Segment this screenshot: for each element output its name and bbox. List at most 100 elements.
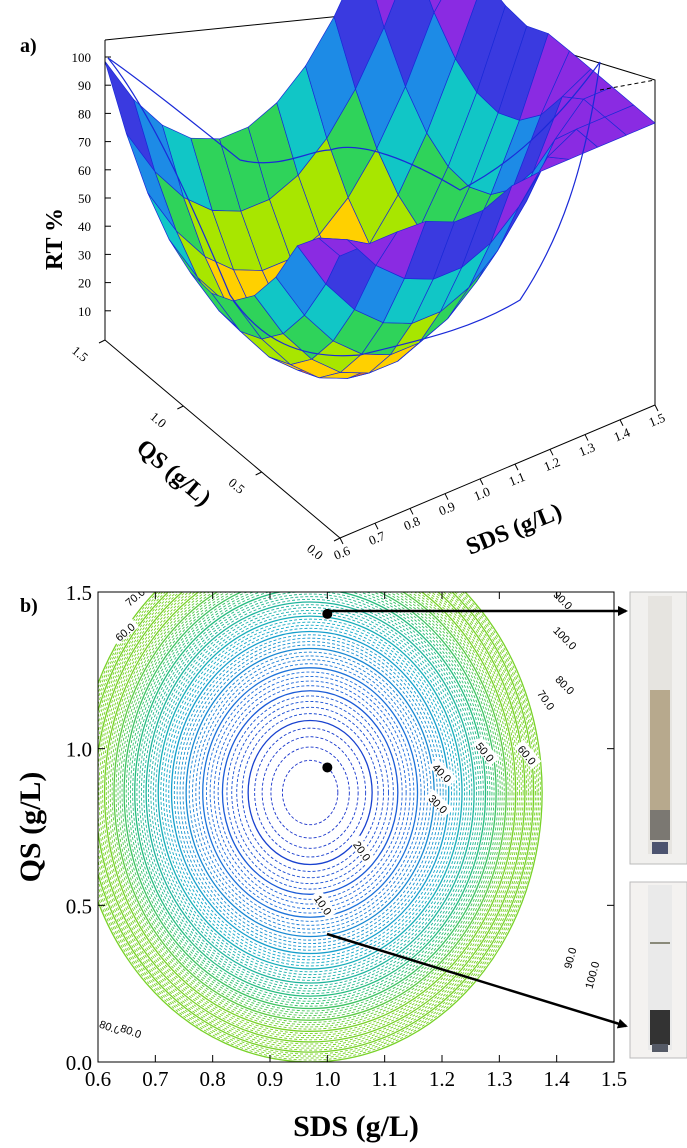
sds-tick-label-3d: 0.9 <box>437 498 458 518</box>
contour-line-minor <box>236 706 384 879</box>
sds-tick-label: 1.1 <box>372 1067 398 1091</box>
sample-point <box>322 762 333 773</box>
surface-patch <box>604 104 656 136</box>
sds-tick-3d <box>374 522 379 530</box>
surface-outline <box>107 57 601 357</box>
sds-tick-label: 1.4 <box>544 1067 571 1091</box>
sample-points <box>322 608 333 773</box>
z-tick-label: 20 <box>78 276 91 291</box>
contour-line-minor <box>98 592 522 1039</box>
sds-tick-label: 0.6 <box>85 1067 111 1091</box>
sds-tick-label: 0.8 <box>200 1067 226 1091</box>
contour-label-bg <box>514 739 542 769</box>
contour-line-minor <box>98 592 528 1045</box>
sds-tick-3d <box>584 434 589 441</box>
z-axis-title: RT % <box>42 208 68 270</box>
sds-tick-3d <box>619 419 624 427</box>
contour-line-minor <box>150 607 470 978</box>
contour-line-minor <box>107 592 513 1028</box>
photo-tube-top <box>629 591 687 865</box>
contour-line-minor <box>231 700 389 885</box>
contour-line-minor <box>176 637 444 948</box>
contour-line-minor <box>143 598 477 987</box>
contour-line-major <box>247 719 373 866</box>
sds-tick-label: 1.2 <box>429 1067 455 1091</box>
contour-line-major <box>134 592 487 997</box>
contour-line-minor <box>209 675 411 910</box>
contour-line-major <box>98 592 526 1043</box>
z-tick-label: 60 <box>78 163 91 178</box>
z-tick-label: 70 <box>78 135 91 150</box>
contour-line-minor <box>195 659 425 926</box>
qs-tick-label: 1.5 <box>66 581 92 605</box>
contour-line-minor <box>125 592 495 1007</box>
contour-line-minor <box>136 592 484 995</box>
sds-tick-label-3d: 0.7 <box>367 528 388 548</box>
sds-tick-label-3d: 1.4 <box>612 424 633 444</box>
qs-tick-label: 0.0 <box>66 1051 92 1075</box>
contour-line-minor <box>98 592 531 1049</box>
sds-tick-label-3d: 1.5 <box>647 410 668 430</box>
contour-line-minor <box>192 655 429 930</box>
sds-tick-label-3d: 0.8 <box>402 513 423 533</box>
sds-tick-3d <box>339 537 344 545</box>
sds-tick-label: 1.3 <box>486 1067 512 1091</box>
contour-line-minor <box>205 671 415 914</box>
contour-line-minor <box>241 713 379 872</box>
panel-a-label: a) <box>20 35 37 57</box>
qs-tick-3d <box>255 471 262 476</box>
contour-label-bg <box>559 942 579 973</box>
sds-tick-3d <box>409 508 414 515</box>
contour-label-bg <box>472 736 500 766</box>
contour-line-minor <box>98 592 529 1047</box>
contour-line-minor <box>98 592 541 1061</box>
contour-line-major <box>98 592 535 1053</box>
contour-line-minor <box>270 746 350 839</box>
sds-tick-label-3d: 1.0 <box>472 484 493 504</box>
contour-line-minor <box>147 604 473 981</box>
contour-line-minor <box>254 727 367 858</box>
contour-line-minor <box>155 612 465 973</box>
contour-line-minor <box>160 618 460 967</box>
contour-line-minor <box>261 736 359 849</box>
contour-line-minor <box>105 592 515 1030</box>
sds-tick-label: 1.5 <box>601 1067 627 1091</box>
qs-tick-label-3d: 0.0 <box>304 541 326 563</box>
sds-axis-title-3d: SDS (g/L) <box>463 499 566 561</box>
z-tick-label: 50 <box>78 191 91 206</box>
contour-line-minor <box>98 592 524 1041</box>
contour-line-minor <box>119 592 501 1014</box>
sds-tick-label-3d: 0.6 <box>332 543 353 563</box>
surface-patch <box>429 0 442 14</box>
contour-label-bg <box>533 684 560 715</box>
contour-line-minor <box>100 592 520 1037</box>
contour-line-minor <box>98 592 533 1051</box>
contour-line-major <box>221 690 399 895</box>
sds-tick-label: 0.9 <box>257 1067 283 1091</box>
sds-axis-title: SDS (g/L) <box>293 1110 419 1143</box>
sds-tick-label-3d: 1.1 <box>507 469 528 489</box>
rt-surface <box>104 0 656 379</box>
contour-line-minor <box>217 685 403 900</box>
z-tick-label: 80 <box>78 106 91 121</box>
sds-tick-3d <box>479 478 484 486</box>
qs-tick-3d <box>98 339 106 344</box>
sds-tick-3d <box>654 404 659 412</box>
qs-axis-title-3d: QS (g/L) <box>131 435 216 512</box>
z-tick-label: 30 <box>78 247 91 262</box>
qs-axis-ticks-3d: 0.0 0.5 1.0 1.5 <box>69 339 341 563</box>
surface-patch <box>375 0 396 29</box>
contour-label-bg <box>109 617 139 645</box>
contour-label-bg <box>119 592 149 610</box>
z-tick-label: 40 <box>78 219 91 234</box>
contour-line-major <box>103 592 517 1032</box>
sds-tick-label-3d: 1.3 <box>577 439 598 459</box>
qs-tick-label-3d: 1.5 <box>69 343 91 365</box>
contour-line-minor <box>130 592 491 1002</box>
contour-line-minor <box>281 759 339 826</box>
sds-tick-3d <box>549 449 554 456</box>
contour-line-minor <box>182 644 438 941</box>
contour-line-minor <box>173 634 447 951</box>
contour-line-minor <box>198 663 422 922</box>
